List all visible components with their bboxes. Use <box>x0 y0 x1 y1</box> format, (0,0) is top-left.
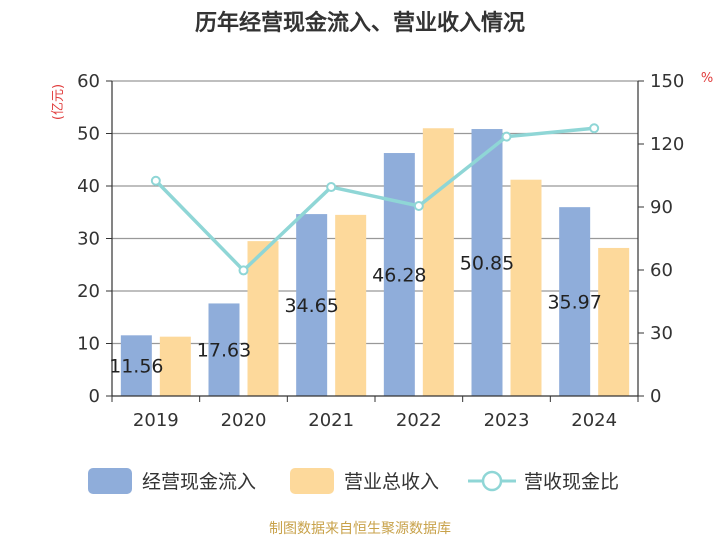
source-note: 制图数据来自恒生聚源数据库 <box>269 521 451 537</box>
y-left-tick-label: 50 <box>77 124 100 145</box>
revenue-bar <box>247 241 279 396</box>
ratio-point <box>150 175 161 186</box>
revenue-bar <box>510 179 542 396</box>
x-tick-label: 2022 <box>396 410 442 431</box>
y-left-tick-label: 60 <box>77 71 100 92</box>
y-right-tick-label: 60 <box>650 260 673 281</box>
cash-inflow-value-label: 17.63 <box>197 340 251 362</box>
cash-inflow-value-label: 35.97 <box>547 292 601 314</box>
data-labels: 11.56 17.63 34.65 46.28 50.85 35.97 <box>109 253 602 378</box>
chart-title: 历年经营现金流入、营业收入情况 <box>195 10 525 36</box>
revenue-bar <box>598 247 630 396</box>
ratio-point <box>589 123 600 134</box>
x-tick-label: 2021 <box>308 410 354 431</box>
revenue-bar <box>335 214 367 396</box>
y-right-tick-label: 90 <box>650 197 673 218</box>
y-left-tick-label: 0 <box>89 386 100 407</box>
y-right-tick-label: 0 <box>650 386 661 407</box>
y-right-tick-label: 30 <box>650 323 673 344</box>
cash-inflow-bar <box>383 153 415 396</box>
legend-label: 营业总收入 <box>344 471 439 493</box>
y-right-axis-label: % <box>701 71 713 86</box>
cash-inflow-value-label: 34.65 <box>284 295 338 317</box>
x-tick-label: 2023 <box>484 410 530 431</box>
ratio-point <box>413 200 424 211</box>
y-left-axis-label: (亿元) <box>51 84 66 120</box>
x-tick-label: 2020 <box>221 410 267 431</box>
y-left-tick-label: 10 <box>77 334 100 355</box>
legend-swatch <box>290 468 334 494</box>
ratio-point <box>238 265 249 276</box>
cash-inflow-value-label: 11.56 <box>109 356 163 378</box>
legend-marker <box>481 470 503 492</box>
y-left-tick-label: 20 <box>77 281 100 302</box>
axes: 0 10 20 30 40 50 60 0 30 60 90 120 150 2019 2020 2021 20… <box>77 71 684 431</box>
y-right-tick-label: 120 <box>650 134 684 155</box>
cash-inflow-bar <box>120 335 152 396</box>
legend-label: 经营现金流入 <box>142 471 256 493</box>
y-left-tick-label: 30 <box>77 229 100 250</box>
grid <box>112 80 638 345</box>
legend: 经营现金流入 营业总收入 营收现金比 <box>88 468 619 494</box>
x-tick-label: 2019 <box>133 410 179 431</box>
revenue-bar <box>422 128 454 396</box>
cash-inflow-bar <box>559 207 591 396</box>
ratio-point <box>501 131 512 142</box>
cash-inflow-value-label: 50.85 <box>460 253 514 275</box>
ratio-line <box>150 123 600 276</box>
y-right-tick-label: 150 <box>650 71 684 92</box>
cash-inflow-bar <box>471 129 503 396</box>
bars <box>120 128 630 396</box>
legend-label: 营收现金比 <box>524 471 619 493</box>
cash-inflow-bar <box>296 214 328 396</box>
y-left-tick-label: 40 <box>77 176 100 197</box>
ratio-point <box>326 182 337 193</box>
cash-inflow-bar <box>208 303 240 396</box>
legend-swatch <box>88 468 132 494</box>
revenue-bar <box>159 336 191 396</box>
ratio-line-path <box>154 126 595 273</box>
cash-inflow-value-label: 46.28 <box>372 265 426 287</box>
x-tick-label: 2024 <box>571 410 617 431</box>
